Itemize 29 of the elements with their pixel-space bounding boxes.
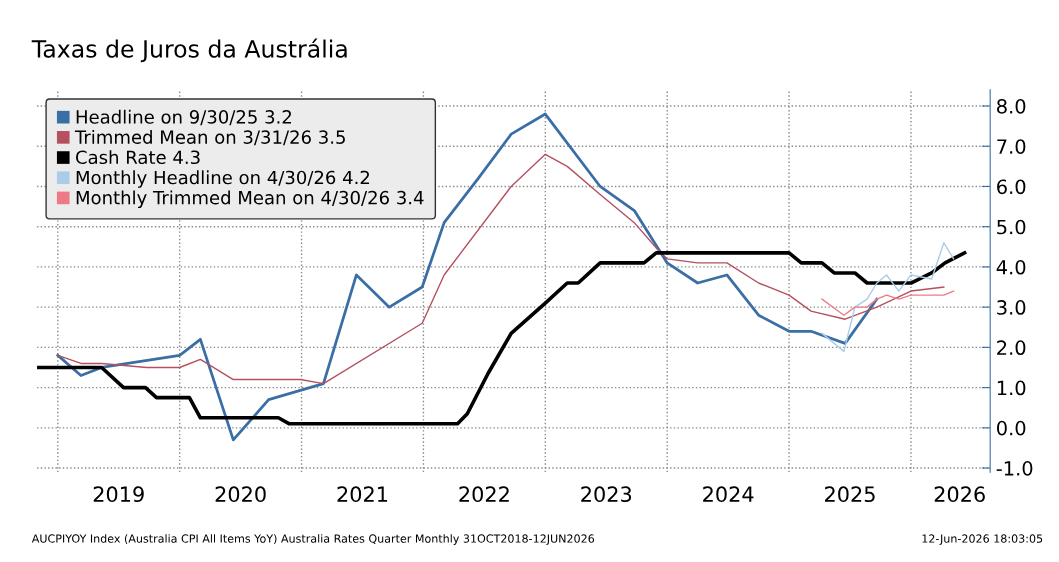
y-tick-label: 7.0 [997,139,1026,154]
line-series [821,242,955,353]
legend-label: Monthly Trimmed Mean on 4/30/26 3.4 [76,190,424,208]
line-series [821,290,955,316]
x-tick-label: 2025 [825,486,875,503]
y-tick-label: 4.0 [996,259,1026,275]
y-tick-label: 2.0 [997,340,1026,356]
chart-title: Taxas de Juros da Austrália [31,38,347,63]
x-tick-label: 2020 [215,486,266,503]
legend-label: Headline on 9/30/25 3.2 [76,109,291,126]
x-tick-label: 2024 [703,486,754,503]
x-tick-label: 2019 [93,486,144,503]
x-tick-label: 2026 [934,486,985,503]
y-tick-label: 8.0 [997,98,1026,114]
y-tick-label: 6.0 [997,179,1026,195]
x-tick-label: 2021 [337,486,388,503]
y-tick-label: 5.0 [997,219,1026,235]
text: 12-Jun-2026 18:03:05 [922,534,1043,545]
legend-label: Cash Rate 4.3 [75,150,200,165]
y-tick-label: -1.0 [996,461,1033,476]
line-series [37,251,967,426]
y-tick-label: 0.0 [997,420,1026,436]
y-tick-label: 1.0 [997,380,1026,396]
y-tick-label: 3.0 [997,300,1026,315]
legend-label: Trimmed Mean on 3/31/26 3.5 [74,129,345,146]
x-tick-label: 2023 [581,486,632,503]
text: AUCPIYOY Index (Australia CPI All Items YoY) Australia Rates Quarter Monthly 31OCT2018-12JUN2026 [31,534,595,545]
legend-label: Monthly Headline on 4/30/26 4.2 [76,170,370,188]
x-tick-label: 2022 [459,486,509,503]
